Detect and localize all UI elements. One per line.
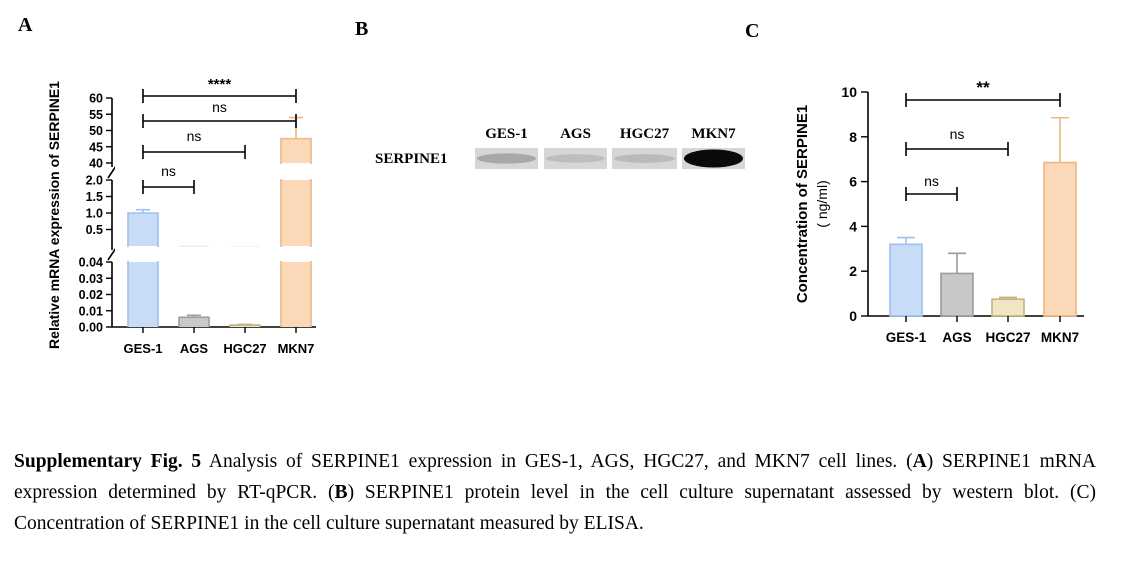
significance-label: ns (924, 173, 939, 189)
y-tick-label: 0.03 (79, 272, 103, 286)
significance-label: ns (950, 126, 965, 142)
significance-bracket (142, 180, 195, 194)
y-tick-label: 8 (849, 129, 857, 145)
caption-a-letter: A (912, 451, 927, 472)
y-axis-unit: ( ng/ml) (814, 180, 830, 227)
y-tick-label: 0.02 (79, 288, 103, 302)
bar-mkn7 (1043, 161, 1077, 317)
blot-lane-label: AGS (560, 126, 591, 142)
significance-bracket (142, 89, 297, 103)
y-axis-title: Relative mRNA expression of SERPINE1 (46, 81, 62, 349)
figure-caption: Supplementary Fig. 5 Analysis of SERPINE… (14, 446, 1096, 539)
y-tick-label: 50 (89, 124, 103, 138)
bar-mkn7 (281, 262, 311, 327)
blot-lane-label: HGC27 (620, 126, 670, 142)
chart-a-rtqpcr: 0.00 0.01 0.02 0.03 0.04 0.5 1.0 1.5 2.0 40 45 50 55… (46, 76, 325, 356)
significance-bracket (142, 145, 246, 159)
blot-band (614, 154, 675, 163)
blot-band (477, 153, 536, 164)
bar-ges-1 (128, 262, 158, 327)
y-tick-label: 6 (849, 174, 857, 190)
x-tick-label: MKN7 (278, 341, 315, 356)
y-tick-label: 0.00 (79, 321, 103, 335)
panel-label-a: A (18, 14, 33, 36)
y-tick-label: 0.04 (79, 256, 103, 270)
x-tick-label: GES-1 (123, 341, 162, 356)
y-axis-title: Concentration of SERPINE1 (794, 105, 811, 303)
x-tick-label: MKN7 (1041, 330, 1079, 345)
caption-part2: ) SERPINE1 mRNA expression determined by… (14, 451, 1096, 503)
significance-label: ns (161, 163, 176, 179)
bar-ges-1 (889, 243, 923, 317)
y-tick-label: 45 (89, 140, 103, 154)
y-tick-label: 1.5 (86, 190, 103, 204)
bar-hgc27 (991, 298, 1025, 317)
axis-break-mark (107, 247, 117, 261)
blot-lane-label: MKN7 (691, 126, 736, 142)
significance-bracket (905, 187, 958, 201)
x-tick-label: AGS (180, 341, 209, 356)
significance-label: ns (187, 128, 202, 144)
blot-lane-background (612, 148, 677, 169)
axis-break-gap (115, 247, 325, 261)
y-tick-label: 0.01 (79, 304, 103, 318)
caption-part3: ) SERPINE1 protein level in the cell cul… (14, 482, 1096, 534)
blot-lane-background (544, 148, 607, 169)
significance-label: **** (208, 76, 232, 93)
significance-bracket (905, 142, 1009, 156)
caption-b-letter: B (334, 482, 348, 503)
bar-ges-1 (128, 213, 158, 246)
bar-ags (179, 245, 209, 247)
blot-band (684, 149, 743, 168)
y-tick-label: 40 (89, 157, 103, 171)
blot-protein-label: SERPINE1 (375, 151, 448, 167)
y-tick-label: 10 (841, 84, 857, 100)
axis-break-gap (115, 164, 325, 179)
y-tick-label: 60 (89, 92, 103, 106)
panel-label-c: C (745, 20, 760, 42)
bar-mkn7 (281, 138, 311, 163)
bar-ags (940, 272, 974, 317)
bar-hgc27 (230, 245, 260, 247)
y-tick-label: 4 (849, 218, 857, 234)
caption-part1: Analysis of SERPINE1 expression in GES-1… (201, 451, 913, 472)
y-tick-label: 1.0 (86, 207, 103, 221)
x-tick-label: AGS (942, 330, 971, 345)
chart-c-elisa: 0 2 4 6 8 10 GES-1 AGS HGC27 MKN7 ns ns ** Concentrat… (794, 78, 1084, 345)
bar-ags (179, 317, 209, 327)
blot-lane-label: GES-1 (485, 126, 528, 142)
y-tick-label: 55 (89, 108, 103, 122)
y-tick-label: 0 (849, 308, 857, 324)
significance-bracket (142, 114, 297, 128)
x-tick-label: GES-1 (886, 330, 927, 345)
bar-mkn7 (281, 180, 311, 246)
significance-bracket (905, 93, 1061, 107)
x-tick-label: HGC27 (985, 330, 1030, 345)
axis-break-mark (107, 165, 117, 179)
bar-hgc27 (230, 325, 260, 327)
western-blot-b: SERPINE1 GES-1 AGS HGC27 MKN7 (375, 126, 745, 169)
blot-band (546, 154, 605, 163)
caption-bold-lead: Supplementary Fig. 5 (14, 451, 202, 472)
panel-label-b: B (355, 18, 369, 40)
y-tick-label: 2 (849, 263, 857, 279)
y-tick-label: 0.5 (86, 223, 103, 237)
x-tick-label: HGC27 (223, 341, 266, 356)
y-tick-label: 2.0 (86, 174, 103, 188)
significance-label: ns (212, 99, 227, 115)
significance-label: ** (976, 78, 990, 97)
